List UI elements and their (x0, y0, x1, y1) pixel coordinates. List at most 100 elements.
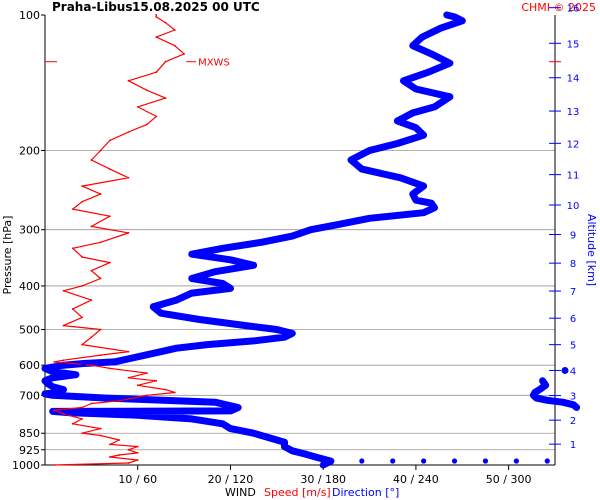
altitude-tick-label: 1 (570, 440, 576, 451)
direction-point (394, 118, 400, 124)
speed-point (109, 215, 111, 218)
speed-point (81, 285, 83, 287)
speed-point (164, 97, 167, 100)
direction-point (127, 356, 133, 362)
direction-point (251, 430, 257, 436)
direction-point (413, 86, 419, 92)
direction-point (135, 412, 141, 418)
direction-point (421, 132, 427, 138)
speed-point (127, 462, 130, 464)
direction-point (227, 426, 233, 432)
direction-point (401, 78, 407, 84)
speed-axis-title: Speed [m/s] (264, 486, 331, 499)
direction-point (282, 439, 288, 445)
direction-point (447, 60, 453, 66)
speed-point (146, 394, 148, 397)
speed-point (118, 399, 121, 402)
speed-point (81, 185, 83, 187)
direction-point (50, 392, 56, 398)
direction-point (438, 25, 444, 31)
speed-point (71, 308, 74, 310)
surface-direction-dot (513, 458, 519, 464)
surface-direction-dots (328, 458, 550, 464)
altitude-marker-dot (561, 366, 569, 374)
speed-point (136, 459, 139, 461)
speed-point (155, 16, 158, 18)
speed-point (136, 384, 139, 387)
wind-tick-label: 10 / 60 (118, 473, 157, 486)
speed-point (136, 105, 139, 108)
speed-point (127, 232, 130, 234)
direction-point (431, 205, 437, 211)
speed-point (109, 139, 111, 142)
direction-point (308, 227, 314, 233)
pressure-tick-label: 400 (19, 280, 40, 293)
direction-point (289, 233, 295, 239)
direction-point (302, 451, 308, 457)
wind-axis-ticks: 10 / 60 20 / 120 30 / 180 40 / 240 50 / 300 (118, 465, 531, 486)
speed-point (53, 464, 56, 466)
speed-point (81, 418, 83, 420)
direction-point (428, 51, 434, 57)
speed-point (99, 241, 102, 244)
speed-point (127, 131, 130, 133)
altitude-tick-label: 11 (567, 171, 580, 182)
direction-point (173, 297, 179, 303)
direction-point (421, 210, 427, 216)
speed-point (81, 200, 83, 203)
direction-point (410, 110, 416, 116)
direction-point (212, 399, 218, 405)
speed-point (173, 391, 176, 394)
speed-point (90, 225, 93, 228)
direction-point (336, 221, 342, 227)
direction-point (459, 18, 465, 24)
direction-point (104, 395, 110, 401)
speed-point (164, 60, 167, 63)
direction-point (81, 361, 87, 367)
altitude-tick-label: 16 (567, 4, 580, 15)
direction-point (282, 444, 288, 450)
direction-point (235, 404, 241, 410)
speed-point (155, 379, 158, 382)
pressure-tick-label: 300 (19, 224, 40, 237)
speed-point (81, 343, 83, 346)
direction-point (410, 191, 416, 197)
speed-point (109, 367, 111, 370)
direction-point (560, 399, 566, 405)
speed-point (62, 359, 65, 362)
direction-point (428, 200, 434, 206)
direction-point (158, 310, 164, 316)
direction-point (274, 327, 280, 333)
direction-point (158, 349, 164, 355)
pressure-axis-ticks: 100 200 300 400 500 600 700 850 925 1000 (12, 9, 45, 472)
direction-point (533, 395, 539, 401)
speed-point (90, 336, 93, 339)
direction-point (227, 285, 233, 291)
mxws-marker: MXWS (45, 58, 561, 69)
direction-point (419, 34, 425, 40)
direction-point (42, 378, 48, 384)
speed-point (164, 21, 167, 24)
speed-point (127, 79, 130, 82)
pressure-tick-label: 600 (19, 359, 40, 372)
speed-profile-line (53, 15, 185, 466)
direction-point (397, 175, 403, 181)
speed-point (146, 372, 148, 375)
speed-points (53, 14, 185, 466)
direction-points (42, 12, 580, 468)
pressure-axis-title: Pressure [hPa] (1, 216, 14, 295)
direction-point (394, 141, 400, 147)
speed-point (99, 149, 102, 152)
speed-point (109, 456, 111, 458)
speed-point (53, 409, 56, 411)
direction-point (73, 372, 79, 378)
direction-point (367, 215, 373, 221)
direction-point (367, 147, 373, 153)
wind-tick-label: 20 / 120 (208, 473, 254, 486)
direction-point (42, 391, 48, 397)
direction-point (282, 334, 288, 340)
direction-point (150, 304, 156, 310)
direction-point (189, 416, 195, 422)
altitude-tick-label: 6 (570, 314, 576, 325)
speed-point (90, 159, 93, 161)
